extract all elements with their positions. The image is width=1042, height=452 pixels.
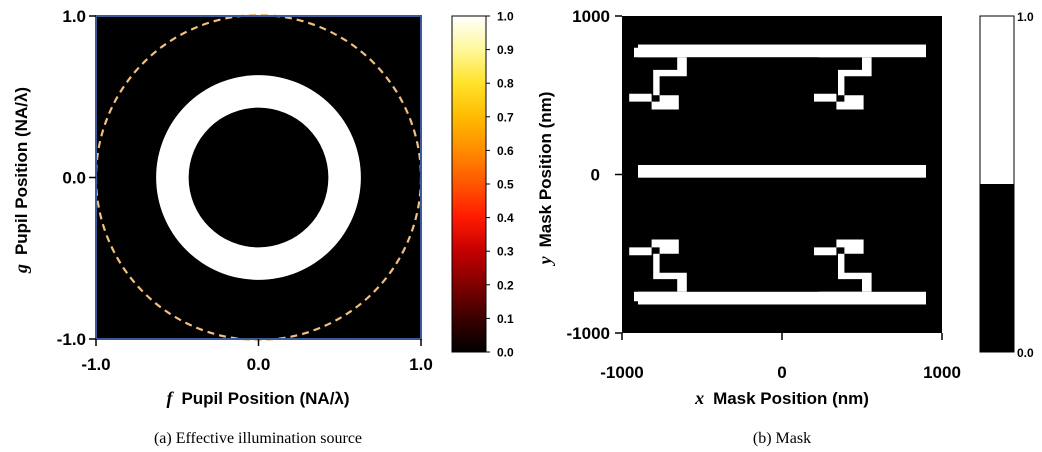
mask-panel: -1000 0 1000 -1000 0 1000 x Mask Position…	[535, 7, 1034, 447]
source-colorbar-tick-label: 0.9	[497, 43, 514, 57]
mask-y-tick-label: 1000	[572, 7, 610, 26]
annulus-inner-disk	[188, 107, 329, 248]
mask-z-feature	[814, 47, 872, 110]
source-colorbar-tick-label: 0.4	[497, 211, 514, 225]
mask-colorbar-tick-label: 0.0	[1017, 346, 1034, 360]
mask-x-tick-label: 0	[777, 363, 786, 382]
mask-colorbar-tick-label: 1.0	[1017, 10, 1034, 24]
source-x-tick-label: -1.0	[81, 355, 110, 374]
source-colorbar-tick-label: 0.7	[497, 110, 514, 124]
source-caption: (a) Effective illumination source	[154, 430, 362, 447]
source-y-tick-label: -1.0	[57, 330, 86, 349]
source-x-axis-label: f Pupil Position (NA/λ)	[166, 388, 349, 408]
mask-colorbar-low	[980, 184, 1014, 352]
source-ticks	[89, 15, 422, 346]
source-x-tick-label: 0.0	[247, 355, 271, 374]
source-colorbar	[451, 15, 487, 353]
source-x-tick-label: 1.0	[409, 355, 433, 374]
source-colorbar-tick-label: 0.8	[497, 77, 514, 91]
source-panel: -1.0 0.0 1.0 -1.0 0.0 1.0 f Pupil Positio…	[11, 7, 514, 447]
mask-caption: (b) Mask	[753, 430, 811, 447]
mask-x-tick-label: 1000	[923, 363, 961, 382]
source-colorbar-tick-label: 0.6	[497, 144, 514, 158]
source-colorbar-tick-label: 1.0	[497, 10, 514, 24]
source-colorbar-tick-label: 0.0	[497, 346, 514, 360]
mask-line-feature	[638, 291, 926, 305]
mask-y-tick-label: -1000	[567, 324, 610, 343]
mask-features	[629, 44, 926, 305]
mask-y-tick-label: 0	[591, 166, 600, 185]
mask-x-axis-label: x Mask Position (nm)	[694, 388, 869, 408]
mask-colorbar-high	[980, 16, 1014, 184]
source-y-tick-label: 0.0	[62, 169, 86, 188]
source-colorbar-ticks: 0.0 0.1 0.2 0.3 0.4 0.5 0.6 0.7 0.8 0.9 1.0	[486, 10, 514, 360]
mask-line-feature	[638, 44, 926, 58]
source-colorbar-tick-label: 0.2	[497, 278, 514, 292]
source-colorbar-tick-label: 0.3	[497, 245, 514, 259]
source-y-tick-label: 1.0	[62, 7, 86, 26]
mask-line-feature	[638, 164, 926, 178]
source-colorbar-tick-label: 0.1	[497, 312, 514, 326]
source-colorbar-tick-label: 0.5	[497, 178, 514, 192]
source-y-axis-label: gPupil Position (NA/λ)	[11, 87, 31, 274]
mask-x-tick-label: -1000	[600, 363, 643, 382]
mask-z-feature	[629, 239, 687, 302]
mask-y-axis-label: yMask Position (nm)	[535, 92, 555, 267]
mask-ticks	[615, 15, 943, 340]
mask-colorbar-frame	[979, 15, 1015, 353]
mask-z-feature	[814, 239, 872, 302]
mask-z-feature	[629, 47, 687, 110]
